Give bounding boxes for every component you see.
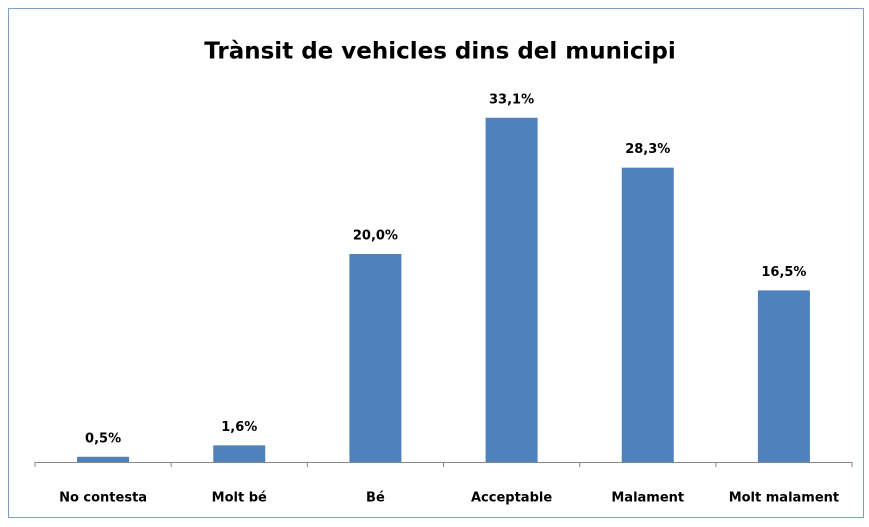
x-tick-label: Acceptable [471,491,552,506]
data-label: 20,0% [353,229,398,244]
bar [213,445,266,462]
data-label: 1,6% [221,420,257,435]
data-label: 16,5% [761,265,806,280]
data-label: 28,3% [625,142,670,157]
bar [621,167,674,462]
bar [349,254,402,462]
chart-title: Trànsit de vehicles dins del municipi [204,39,676,65]
x-tick-label: Molt bé [212,491,267,506]
x-tick-label: No contesta [59,491,147,506]
bar [757,290,810,462]
bar [485,117,538,462]
x-tick-label: Bé [366,491,385,506]
chart-frame [8,8,864,518]
x-tick-label: Malament [611,491,684,506]
bar [77,456,130,462]
data-label: 0,5% [85,431,121,446]
x-tick-label: Molt malament [729,491,839,506]
data-label: 33,1% [489,92,534,107]
